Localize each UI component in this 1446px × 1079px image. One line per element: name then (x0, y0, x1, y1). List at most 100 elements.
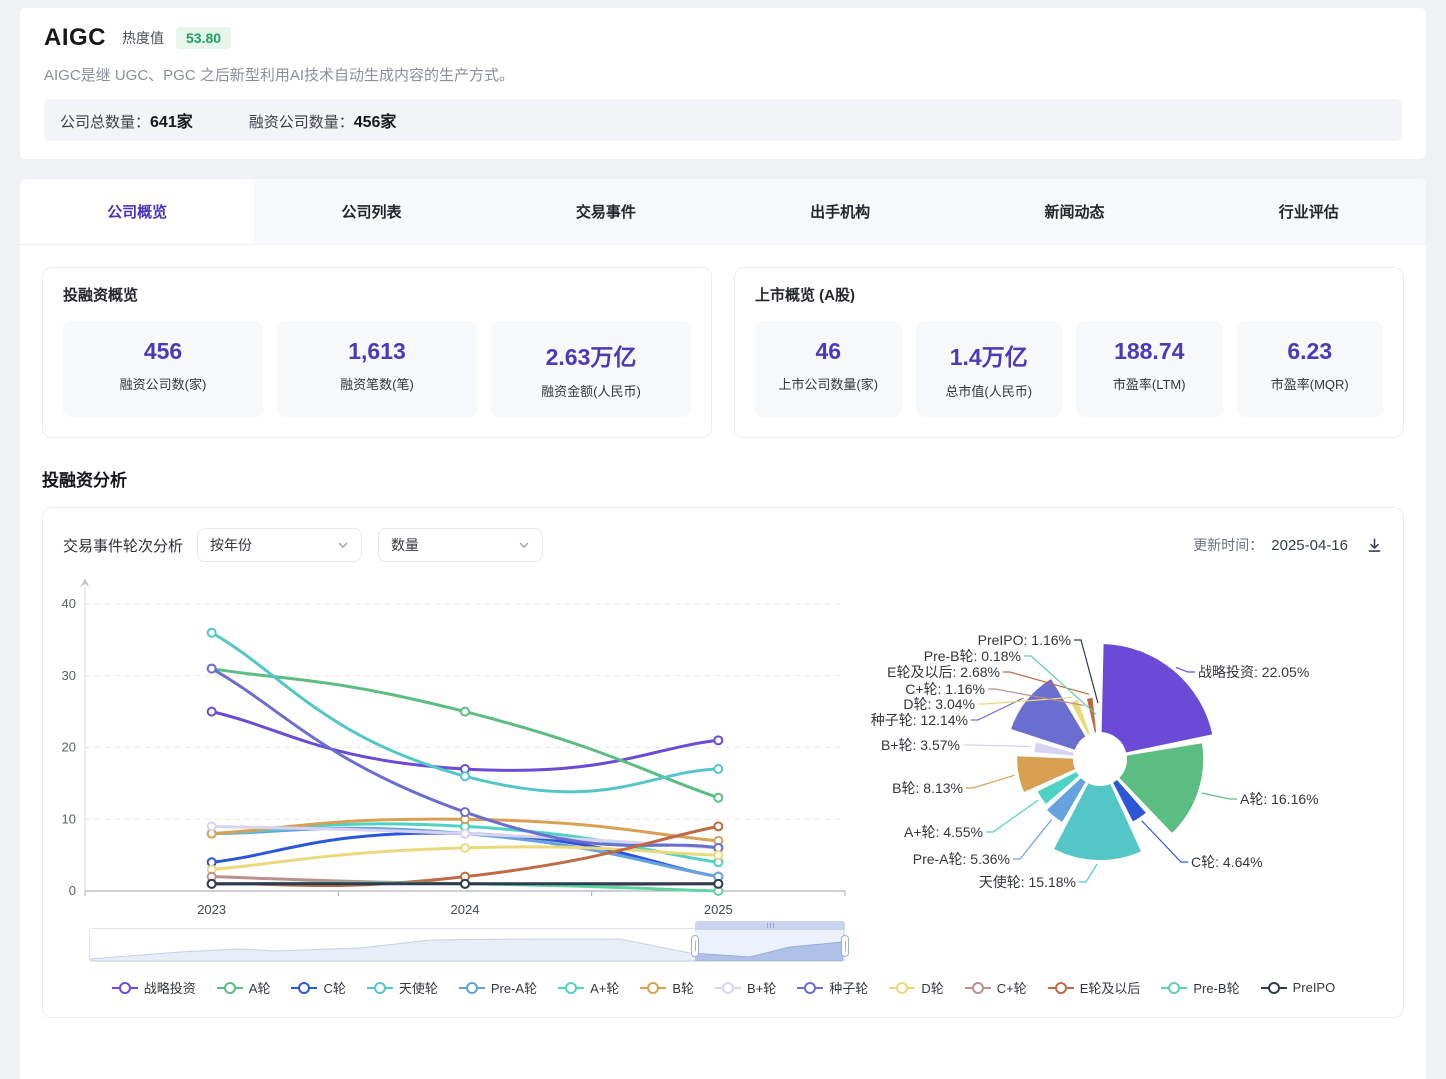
heat-label: 热度值 (122, 28, 164, 48)
legend-item-B+轮[interactable]: B+轮 (714, 978, 776, 997)
legend-item-B轮[interactable]: B轮 (639, 978, 694, 997)
data-point-marker (714, 822, 722, 830)
pie-label-PreIPO: PreIPO: 1.16% (978, 632, 1071, 648)
round-share-pie-chart: 战略投资: 22.05%A轮: 16.16%C轮: 4.64%天使轮: 15.1… (868, 619, 1383, 919)
pie-label-种子轮: 种子轮: 12.14% (871, 712, 968, 728)
y-tick-label: 30 (62, 668, 76, 683)
pie-label-A+轮: A+轮: 4.55% (904, 824, 983, 840)
stat-value: 6.23 (1243, 338, 1378, 365)
data-point-marker (714, 736, 722, 744)
legend-label: Pre-A轮 (491, 978, 537, 997)
datazoom-slider[interactable] (89, 928, 844, 962)
stat-label: 融资公司数(家) (69, 374, 257, 393)
pie-label-D轮: D轮: 3.04% (903, 696, 975, 712)
pie-label-B+轮: B+轮: 3.57% (881, 737, 960, 753)
datazoom-left-handle[interactable] (691, 935, 699, 957)
legend-item-种子轮[interactable]: 种子轮 (796, 978, 868, 997)
chart-legend: 战略投资 A轮 C轮 天使轮 Pre-A轮 A+轮 B轮 B+轮 种子轮 D轮 C+轮 E轮及以后 Pr… (63, 970, 1383, 1017)
datazoom-window[interactable] (695, 929, 845, 961)
datazoom-right-handle[interactable] (841, 935, 849, 957)
tab-5[interactable]: 新闻动态 (957, 179, 1191, 244)
pie-label-line (966, 775, 1015, 788)
listed-overview-panel: 上市概览 (A股) 46上市公司数量(家)1.4万亿总市值(人民币)188.74… (734, 267, 1404, 438)
download-button[interactable] (1366, 537, 1383, 554)
tab-4[interactable]: 出手机构 (723, 179, 957, 244)
stat-label: 总市值(人民币) (922, 381, 1057, 400)
heat-value-badge: 53.80 (176, 27, 231, 49)
data-point-marker (714, 794, 722, 802)
datazoom-move-handle[interactable] (695, 921, 845, 930)
line-series-PreIPO (208, 880, 723, 888)
pie-label-C轮: C轮: 4.64% (1191, 854, 1263, 870)
funded-company-stat: 融资公司数量：456家 (249, 108, 397, 132)
pie-label-战略投资: 战略投资: 22.05% (1198, 664, 1309, 680)
pie-label-line (986, 800, 1038, 832)
tab-6[interactable]: 行业评估 (1192, 179, 1426, 244)
legend-item-C+轮[interactable]: C+轮 (964, 978, 1027, 997)
legend-item-PreIPO[interactable]: PreIPO (1260, 980, 1336, 995)
legend-item-C轮[interactable]: C轮 (290, 978, 345, 997)
y-tick-label: 20 (62, 740, 76, 755)
legend-marker-icon (366, 981, 394, 995)
legend-marker-icon (888, 981, 916, 995)
legend-label: B+轮 (747, 978, 776, 997)
legend-marker-icon (714, 981, 742, 995)
y-tick-label: 10 (62, 811, 76, 826)
round-trend-line-chart: 010203040202320242025 (35, 574, 855, 922)
legend-label: E轮及以后 (1080, 978, 1141, 997)
legend-item-A+轮[interactable]: A+轮 (557, 978, 619, 997)
stat-label: 融资笔数(笔) (283, 374, 471, 393)
company-total-value: 641家 (150, 114, 193, 131)
metric-filter-value: 数量 (391, 535, 419, 555)
stat-tile: 2.63万亿融资金额(人民币) (491, 321, 691, 417)
stat-tile: 188.74市盈率(LTM) (1076, 321, 1223, 417)
stat-value: 188.74 (1082, 338, 1217, 365)
data-point-marker (714, 851, 722, 859)
legend-item-Pre-B轮[interactable]: Pre-B轮 (1160, 978, 1239, 997)
update-time-value: 2025-04-16 (1271, 537, 1348, 554)
tab-1[interactable]: 公司概览 (20, 179, 254, 244)
legend-item-D轮[interactable]: D轮 (888, 978, 943, 997)
listed-overview-tiles: 46上市公司数量(家)1.4万亿总市值(人民币)188.74市盈率(LTM)6.… (755, 321, 1383, 417)
stat-value: 2.63万亿 (497, 338, 685, 372)
legend-marker-icon (1260, 981, 1288, 995)
pie-label-A轮: A轮: 16.16% (1240, 791, 1319, 807)
metric-filter-select[interactable]: 数量 (378, 528, 543, 562)
data-point-marker (461, 808, 469, 816)
page-description: AIGC是继 UGC、PGC 之后新型利用AI技术自动生成内容的生产方式。 (44, 64, 1402, 85)
legend-marker-icon (557, 981, 585, 995)
listed-overview-title: 上市概览 (A股) (755, 284, 1383, 305)
company-stats-bar: 公司总数量：641家 融资公司数量：456家 (44, 99, 1402, 141)
round-analysis-panel: 交易事件轮次分析 按年份 数量 更新时间： 2025-04-16 (42, 507, 1404, 1018)
stat-value: 46 (761, 338, 896, 365)
tab-3[interactable]: 交易事件 (489, 179, 723, 244)
company-total-stat: 公司总数量：641家 (60, 108, 193, 132)
y-tick-label: 0 (69, 883, 76, 898)
data-point-marker (208, 880, 216, 888)
pie-slice-战略投资 (1101, 643, 1214, 754)
stat-tile: 6.23市盈率(MQR) (1237, 321, 1384, 417)
funding-overview-tiles: 456融资公司数(家)1,613融资笔数(笔)2.63万亿融资金额(人民币) (63, 321, 691, 417)
pie-label-B轮: B轮: 8.13% (892, 780, 963, 796)
legend-item-天使轮[interactable]: 天使轮 (366, 978, 438, 997)
x-tick-label: 2023 (197, 902, 226, 917)
stat-tile: 1,613 融资笔数(笔) (277, 321, 477, 417)
data-point-marker (208, 822, 216, 830)
chevron-down-icon (337, 539, 349, 551)
legend-item-Pre-A轮[interactable]: Pre-A轮 (458, 978, 537, 997)
legend-label: 天使轮 (399, 978, 438, 997)
legend-label: C轮 (323, 978, 345, 997)
legend-label: 战略投资 (144, 978, 196, 997)
stat-tile: 46上市公司数量(家) (755, 321, 902, 417)
pie-label-E轮及以后: E轮及以后: 2.68% (887, 664, 1000, 680)
header-card: AIGC 热度值 53.80 AIGC是继 UGC、PGC 之后新型利用AI技术… (20, 8, 1426, 159)
legend-item-战略投资[interactable]: 战略投资 (111, 978, 196, 997)
legend-label: B轮 (672, 978, 694, 997)
legend-item-E轮及以后[interactable]: E轮及以后 (1047, 978, 1141, 997)
legend-item-A轮[interactable]: A轮 (216, 978, 271, 997)
stat-value: 1,613 (283, 338, 471, 365)
x-tick-label: 2024 (451, 902, 480, 917)
year-filter-select[interactable]: 按年份 (197, 528, 362, 562)
tab-2[interactable]: 公司列表 (254, 179, 488, 244)
pie-label-line (1202, 793, 1237, 799)
